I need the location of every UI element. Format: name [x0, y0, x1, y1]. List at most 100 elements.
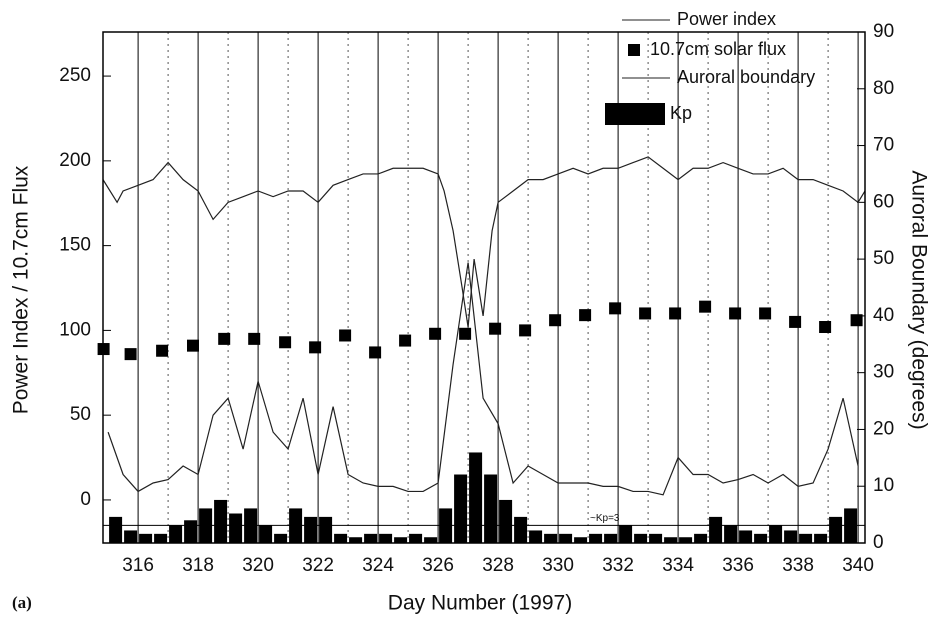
flux-marker [489, 322, 502, 335]
x-tick-label: 318 [182, 555, 214, 576]
kp-bar [424, 537, 438, 543]
y2-tick-label: 70 [873, 135, 894, 156]
x-tick-label: 316 [122, 555, 154, 576]
flux-marker [429, 327, 442, 340]
x-tick-label: 334 [662, 555, 694, 576]
plot-frame [102, 31, 866, 544]
flux-marker [699, 300, 712, 313]
x-tick-label: 332 [602, 555, 634, 576]
flux-marker [850, 314, 863, 327]
flux-marker [759, 307, 772, 320]
kp3-label: ~Kp=3 [590, 513, 620, 524]
y2-tick-label: 80 [873, 78, 894, 99]
y-tick-label: 100 [59, 319, 91, 340]
x-tick-label: 322 [302, 555, 334, 576]
y-tick-label: 150 [59, 235, 91, 256]
flux-marker [639, 307, 652, 320]
x-axis-title: Day Number (1997) [388, 592, 572, 615]
x-tick-label: 328 [482, 555, 514, 576]
kp-bar [514, 516, 528, 543]
kp-bar [499, 499, 513, 543]
kp-bar [169, 525, 183, 543]
kp-bar [214, 499, 228, 543]
x-tick-label: 326 [422, 555, 454, 576]
y2-tick-label: 20 [873, 418, 894, 439]
kp-bar [769, 525, 783, 543]
kp-bar [784, 530, 798, 543]
y2-tick-label: 40 [873, 305, 894, 326]
kp-bar [724, 525, 738, 543]
kp-bar [319, 516, 333, 543]
kp-bar [754, 533, 768, 543]
kp-bar [109, 516, 123, 543]
kp-bar [544, 533, 558, 543]
kp-bar [634, 533, 648, 543]
flux-marker [459, 327, 472, 340]
kp-bar [379, 533, 393, 543]
kp-bar [349, 537, 363, 543]
y-tick-label: 0 [80, 489, 91, 510]
x-tick-label: 324 [362, 555, 394, 576]
flux-marker [369, 346, 382, 359]
kp-bar [709, 516, 723, 543]
y2-axis-title: Auroral Boundary (degrees) [907, 170, 930, 429]
flux-marker [156, 344, 169, 357]
kp-bar [619, 525, 633, 543]
flux-marker [729, 307, 742, 320]
y-tick-label: 200 [59, 150, 91, 171]
flux-marker [124, 348, 137, 361]
flux-marker [279, 336, 292, 349]
kp-bar [334, 533, 348, 543]
legend-swatch [605, 103, 665, 125]
kp-bar [484, 474, 498, 543]
kp-bar [139, 533, 153, 543]
kp-bar [604, 533, 618, 543]
kp-bar [799, 533, 813, 543]
x-tick-label: 320 [242, 555, 274, 576]
kp-bar [649, 533, 663, 543]
x-tick-label: 340 [842, 555, 874, 576]
flux-marker [248, 332, 261, 345]
flux-marker [399, 334, 412, 347]
y2-tick-label: 50 [873, 248, 894, 269]
kp-bar [679, 537, 693, 543]
y-axis-title: Power Index / 10.7cm Flux [10, 165, 33, 414]
kp-bar [364, 533, 378, 543]
kp-bar [229, 513, 243, 543]
kp-bar [274, 533, 288, 543]
legend-text: Auroral boundary [677, 67, 815, 87]
kp-bar [184, 520, 198, 543]
flux-marker [579, 309, 592, 322]
flux-marker [519, 324, 532, 337]
kp-bar [664, 537, 678, 543]
y2-tick-label: 60 [873, 191, 894, 212]
x-tick-label: 338 [782, 555, 814, 576]
kp-bar [304, 516, 318, 543]
kp-bar [829, 516, 843, 543]
flux-marker [339, 329, 352, 342]
legend-swatch [628, 44, 640, 56]
y2-tick-label: 90 [873, 21, 894, 42]
kp-bar [454, 474, 468, 543]
kp-bar [739, 530, 753, 543]
legend-text: Power index [677, 9, 776, 29]
flux-marker [549, 314, 562, 327]
kp-bar [814, 533, 828, 543]
legend-text: Kp [670, 103, 692, 123]
kp-bar [469, 452, 483, 543]
kp-bar [154, 533, 168, 543]
flux-marker [309, 341, 322, 354]
legend-text: 10.7cm solar flux [650, 39, 786, 59]
kp-bar [409, 533, 423, 543]
kp-bar [529, 530, 543, 543]
y2-tick-label: 0 [873, 532, 884, 553]
kp-bar [694, 533, 708, 543]
x-tick-label: 336 [722, 555, 754, 576]
flux-marker [669, 307, 682, 320]
y2-tick-label: 10 [873, 475, 894, 496]
y2-tick-label: 30 [873, 362, 894, 383]
flux-marker [187, 339, 199, 352]
flux-marker [218, 332, 231, 345]
kp-bar [589, 533, 603, 543]
